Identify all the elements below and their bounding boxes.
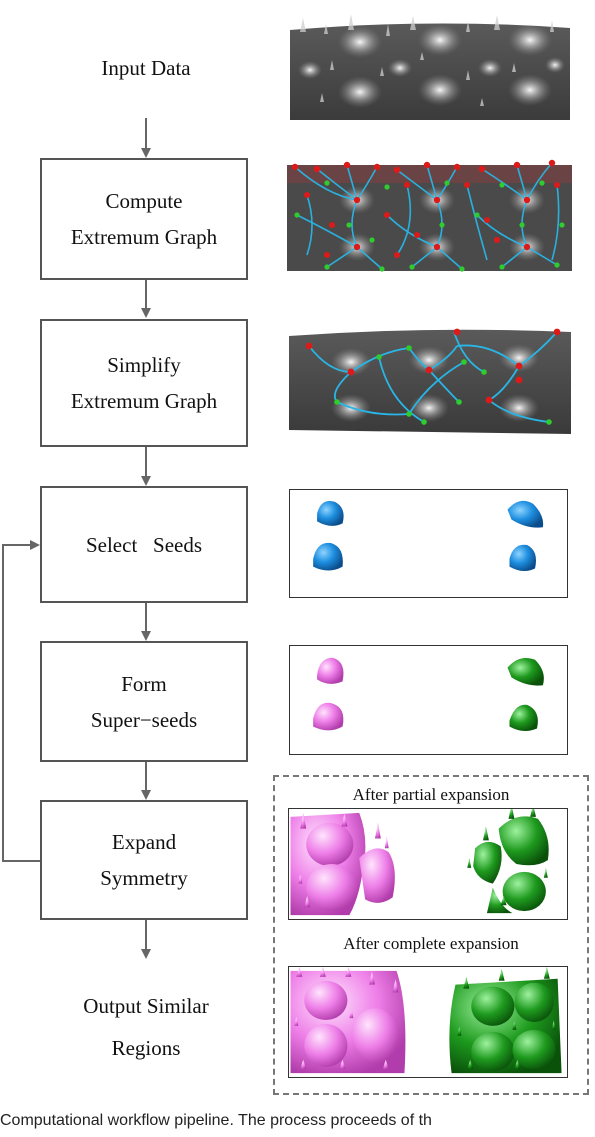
seed-blue [507, 500, 544, 528]
partial-expansion-caption: After partial expansion [352, 785, 510, 804]
complete-expansion-caption: After complete expansion [343, 934, 519, 953]
super-seed-green [509, 704, 538, 731]
seed-blue [313, 542, 343, 571]
step-label-line: Extremum Graph [70, 225, 218, 249]
step-label-line: Super−seeds [90, 707, 198, 732]
super-seeds-image [289, 645, 568, 755]
simplified-graph-image [289, 322, 571, 434]
partial-expansion-image [288, 808, 568, 920]
step-label-line: Expand [111, 830, 177, 854]
super-seed-pink [313, 702, 344, 731]
super-seed-green [507, 657, 544, 686]
output-label-line: Output Similar [83, 994, 209, 1018]
seed-blue [317, 500, 344, 526]
step-form-super-seeds: Form Super−seeds [40, 641, 248, 762]
step-label-line: Compute [105, 189, 183, 213]
selected-seeds-image [289, 489, 568, 598]
seed-blue [509, 544, 536, 572]
step-label-line: Form [121, 671, 167, 696]
figure-caption: Computational workflow pipeline. The pro… [0, 1112, 432, 1129]
output-similar-regions-label: Output Similar Regions [46, 985, 246, 1069]
expansion-results-group [273, 775, 589, 1095]
input-data-text: Input Data [101, 56, 191, 80]
step-simplify-extremum-graph: Simplify Extremum Graph [40, 319, 248, 447]
step-label-line: Simplify [107, 353, 181, 377]
step-label-line: Symmetry [100, 866, 188, 890]
input-terrain-image [290, 10, 570, 120]
step-expand-symmetry: Expand Symmetry [40, 800, 248, 920]
step-label-line: Select Seeds [85, 532, 203, 557]
input-data-label: Input Data [46, 56, 246, 81]
complete-expansion-image [288, 966, 568, 1078]
step-compute-extremum-graph: Compute Extremum Graph [40, 158, 248, 280]
step-select-seeds: Select Seeds [40, 486, 248, 603]
step-label-line: Extremum Graph [70, 389, 218, 413]
output-label-line: Regions [111, 1036, 181, 1060]
extremum-graph-image [287, 155, 572, 275]
feedback-loop-arrow [2, 540, 40, 862]
super-seed-pink [317, 657, 344, 684]
